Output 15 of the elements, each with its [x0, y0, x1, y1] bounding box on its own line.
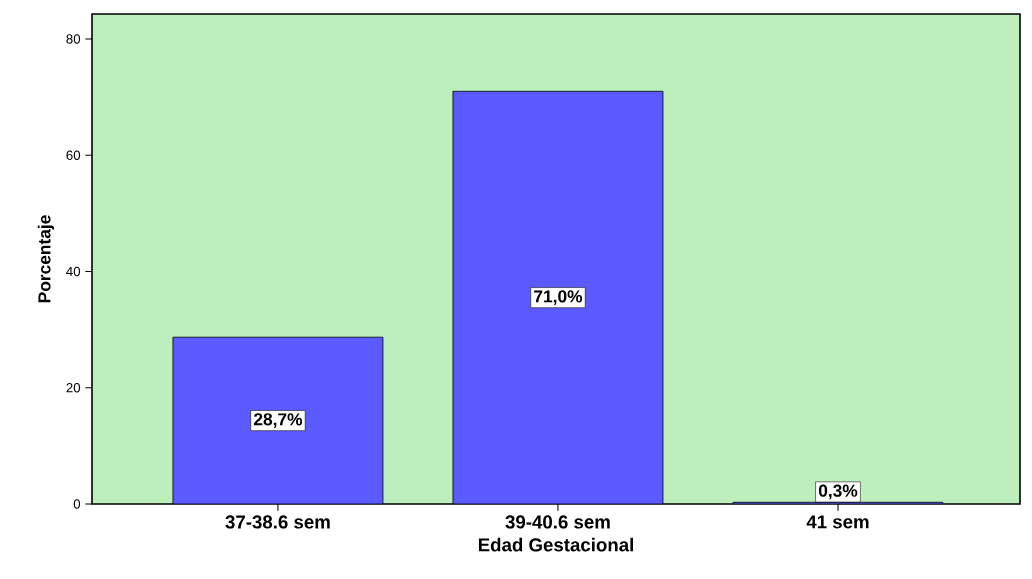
y-tick-label: 0 [73, 499, 81, 509]
x-tick-label: 41 sem [806, 515, 869, 529]
data-label: 28,7% [253, 413, 303, 428]
y-tick-label: 40 [66, 266, 81, 277]
y-tick-label: 80 [66, 34, 81, 44]
x-tick-label: 39-40.6 sem [505, 515, 610, 529]
x-tick-label: 37-38.6 sem [225, 515, 330, 529]
bar [172, 336, 384, 504]
y-tick-label: 60 [66, 150, 81, 160]
data-label: 0,3% [818, 484, 858, 500]
bar [452, 91, 663, 504]
x-axis-title: Edad Gestacional [478, 537, 633, 552]
y-axis-title: Porcentaje [37, 215, 54, 303]
data-label: 71,0% [534, 290, 583, 306]
y-tick-label: 20 [66, 383, 81, 393]
